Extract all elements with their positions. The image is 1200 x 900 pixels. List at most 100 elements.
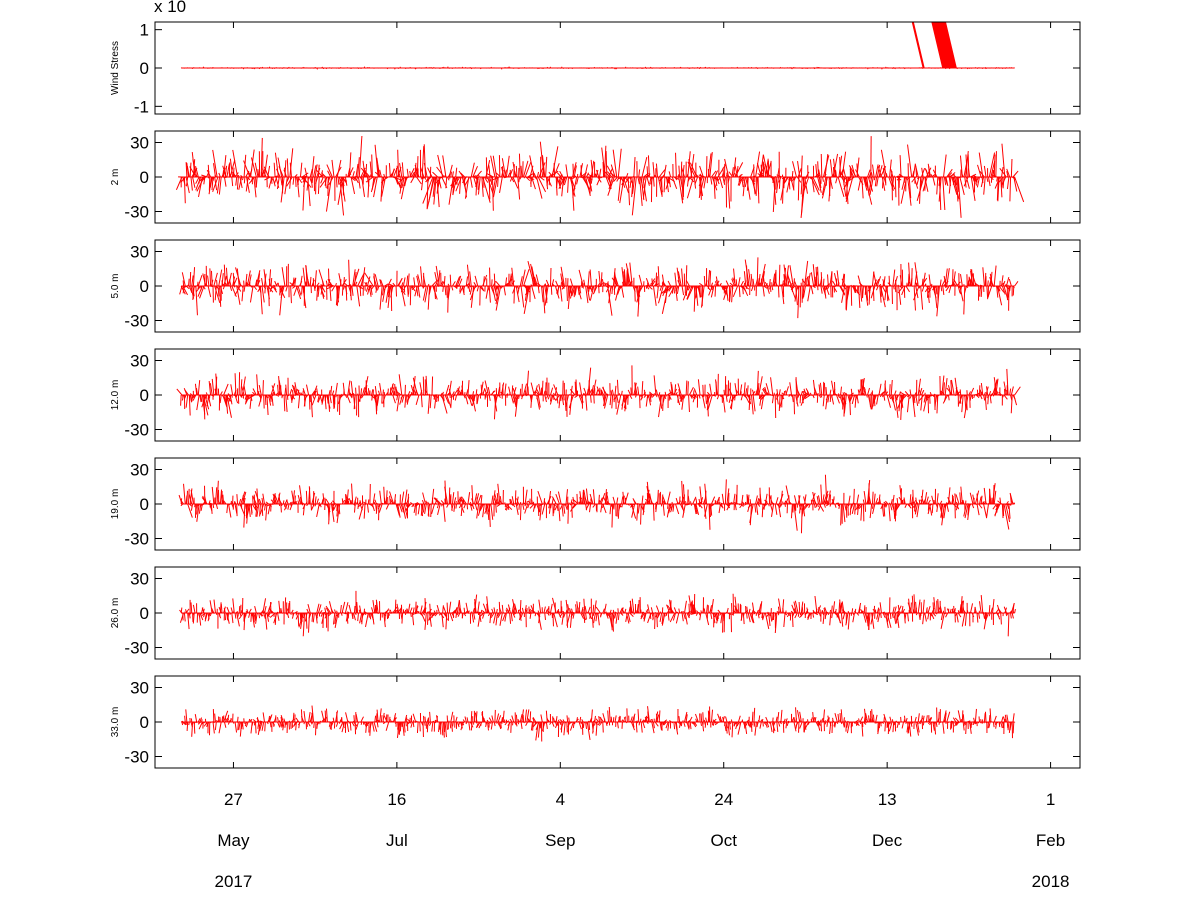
stick [365,285,369,292]
stick [649,394,652,402]
stick [216,176,221,194]
stick [760,173,765,178]
stick [606,393,609,396]
stick [979,496,982,505]
stick [668,171,672,178]
stick [189,271,192,287]
stick [882,176,884,189]
stick [1002,280,1006,287]
stick [824,474,828,505]
stick [518,394,520,399]
stick [934,22,946,69]
stick [750,273,753,287]
stick [406,168,409,178]
stick [306,503,309,507]
stick [275,394,278,397]
stick [413,503,417,514]
stick [710,282,714,287]
stick [297,494,301,505]
stick [947,394,950,401]
stick [190,489,194,505]
stick [345,612,349,622]
stick [946,394,950,397]
stick [509,176,513,182]
stick [648,285,653,290]
stick [834,393,838,396]
stick [801,279,808,287]
stick [596,176,601,186]
stick [268,607,273,614]
stick [862,499,865,505]
stick [600,272,603,287]
stick [254,605,257,614]
stick [617,176,623,180]
stick [597,285,603,288]
stick [264,612,268,630]
stick [589,269,592,287]
stick [410,384,415,396]
stick [820,285,823,294]
stick [675,285,679,292]
stick [747,503,751,513]
stick [636,285,642,303]
stick [197,285,203,297]
stick [1003,394,1008,400]
stick [944,22,957,69]
stick [739,503,743,509]
stick [734,172,737,178]
stick [411,285,417,291]
stick [379,279,382,287]
stick [764,163,770,178]
stick [610,390,613,396]
stick [837,394,841,399]
stick [710,285,715,298]
stick [491,176,494,211]
stick [886,285,889,289]
stick [993,265,997,287]
stick [920,285,924,310]
stick [211,608,215,614]
stick [678,165,681,178]
stick [629,503,635,508]
stick [754,503,757,513]
stick [676,285,680,295]
stick [793,495,797,505]
stick [907,394,911,398]
stick [972,176,975,182]
stick [903,393,907,396]
stick [472,166,478,178]
stick [955,503,959,511]
stick [596,386,601,396]
stick [289,388,293,396]
stick [642,176,647,199]
stick [896,176,901,181]
stick [319,610,323,614]
stick [291,384,297,396]
stick [625,270,628,287]
stick [231,612,234,624]
stick [442,391,444,396]
stick [890,499,893,505]
stick [530,394,533,408]
stick [495,285,500,305]
stick [314,270,317,287]
stick [755,503,759,515]
stick [894,503,898,518]
stick [463,394,466,399]
stick [381,176,385,189]
stick [936,394,940,398]
stick [388,163,391,178]
stick [253,176,257,198]
stick [228,394,232,402]
stick [280,607,283,614]
stick [942,176,946,211]
stick [331,159,335,178]
stick [248,608,252,614]
stick [872,503,876,515]
stick [308,486,311,505]
stick [316,67,318,70]
stick [297,176,300,186]
stick [802,390,809,396]
stick [844,392,846,396]
stick [396,394,399,401]
